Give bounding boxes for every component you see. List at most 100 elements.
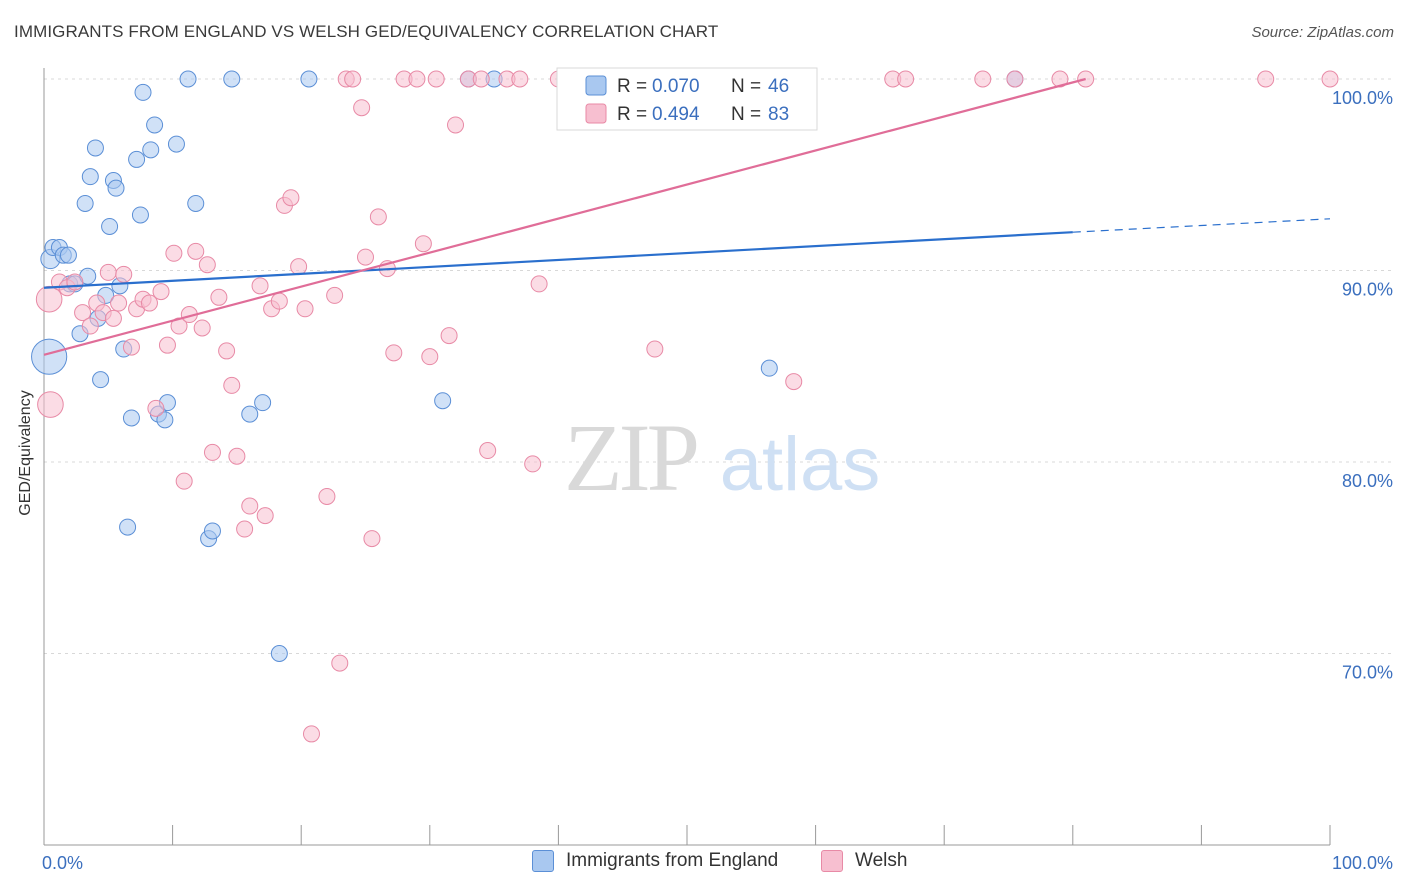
point-pink-67 — [530, 275, 548, 293]
legend-n-value-blue: 46 — [768, 76, 789, 97]
point-pink-49 — [357, 248, 374, 266]
point-pink-56 — [414, 235, 432, 253]
point-pink-26 — [198, 256, 216, 274]
point-blue-40 — [300, 70, 318, 88]
y-axis-label: GED/Equivalency — [17, 390, 34, 515]
point-pink-62 — [472, 70, 490, 88]
axes — [43, 68, 1331, 846]
point-pink-31 — [228, 447, 246, 465]
legend-label-welsh: Welsh — [855, 850, 908, 871]
point-pink-9 — [99, 263, 117, 281]
trend-line-blue-extension — [1072, 218, 1331, 233]
point-blue-37 — [241, 405, 259, 423]
point-pink-4 — [66, 273, 84, 291]
point-pink-79 — [1051, 70, 1069, 88]
legend-stats: R = 0.070 N = 46 R = 0.494 N = 83 — [556, 67, 818, 131]
point-pink-32 — [236, 520, 254, 538]
point-blue-5 — [59, 246, 77, 264]
legend-r-label-pink: R = — [617, 104, 647, 125]
point-pink-40 — [290, 258, 308, 276]
point-pink-43 — [318, 487, 336, 505]
point-pink-10 — [104, 309, 122, 327]
point-pink-1 — [37, 391, 64, 418]
legend-item-welsh[interactable]: Welsh — [821, 850, 907, 872]
legend-swatch-england — [532, 850, 554, 872]
point-pink-50 — [363, 530, 381, 548]
trend-lines — [43, 77, 1331, 356]
point-pink-24 — [187, 242, 205, 260]
legend-n-value-pink: 83 — [768, 104, 789, 125]
point-pink-5 — [74, 304, 92, 322]
point-blue-11 — [81, 168, 99, 186]
point-pink-77 — [974, 70, 992, 88]
y-tick-label-1: 80.0% — [1342, 471, 1393, 491]
point-pink-60 — [447, 116, 465, 134]
point-pink-78 — [1006, 70, 1024, 88]
legend-swatch-blue — [585, 75, 607, 96]
point-blue-18 — [107, 179, 125, 197]
legend-n-label-pink: N = — [731, 104, 761, 125]
point-pink-48 — [353, 99, 371, 117]
point-pink-35 — [256, 507, 274, 525]
point-blue-0 — [31, 338, 68, 375]
point-pink-29 — [218, 342, 236, 360]
point-blue-27 — [146, 116, 164, 134]
point-blue-44 — [760, 359, 778, 377]
point-blue-22 — [122, 409, 140, 427]
point-blue-26 — [142, 141, 160, 159]
point-pink-34 — [251, 277, 269, 295]
point-blue-29 — [156, 411, 174, 429]
point-pink-39 — [282, 189, 300, 207]
point-pink-16 — [140, 294, 158, 312]
point-blue-12 — [86, 139, 104, 157]
point-pink-44 — [326, 286, 344, 304]
point-pink-63 — [479, 442, 497, 460]
point-blue-39 — [270, 645, 288, 662]
legend-swatch-welsh — [821, 850, 843, 872]
point-pink-33 — [241, 497, 259, 515]
watermark: ZIP atlas — [564, 404, 880, 511]
point-pink-65 — [511, 70, 529, 88]
point-pink-17 — [147, 399, 165, 417]
trend-line-pink — [43, 77, 1086, 356]
point-pink-58 — [427, 70, 445, 88]
watermark-zip: ZIP — [564, 404, 697, 511]
point-pink-66 — [524, 455, 542, 473]
point-blue-32 — [179, 70, 197, 88]
point-blue-9 — [76, 194, 94, 212]
point-pink-41 — [296, 300, 314, 318]
point-pink-53 — [385, 344, 403, 362]
point-pink-51 — [369, 208, 387, 226]
point-blue-38 — [254, 394, 272, 412]
legend-item-england[interactable]: Immigrants from England — [532, 850, 778, 872]
point-blue-35 — [203, 522, 221, 540]
source-label: Source: ZipAtlas.com — [1251, 24, 1394, 41]
point-pink-30 — [223, 376, 241, 394]
point-pink-13 — [122, 338, 140, 356]
legend-r-value-blue: 0.070 — [652, 76, 700, 97]
y-tick-label-0: 70.0% — [1342, 663, 1393, 683]
x-tick-label-1: 100.0% — [1332, 853, 1393, 873]
point-pink-59 — [440, 327, 458, 345]
point-blue-14 — [92, 371, 110, 389]
point-pink-82 — [1321, 70, 1339, 88]
point-blue-25 — [134, 83, 152, 101]
point-blue-31 — [167, 135, 185, 153]
point-pink-20 — [165, 244, 183, 262]
point-pink-37 — [270, 292, 288, 310]
point-pink-25 — [193, 319, 211, 337]
point-pink-72 — [646, 340, 664, 358]
watermark-atlas: atlas — [720, 422, 881, 507]
x-tick-labels: 0.0% 100.0% — [42, 853, 1393, 873]
x-tick-label-0: 0.0% — [42, 853, 83, 873]
y-tick-labels: 70.0% 80.0% 90.0% 100.0% — [1332, 88, 1393, 683]
point-blue-24 — [131, 206, 149, 224]
gridlines — [44, 78, 1392, 654]
point-blue-41 — [434, 392, 452, 410]
legend-r-label-blue: R = — [617, 76, 647, 97]
point-blue-23 — [128, 150, 146, 168]
point-pink-27 — [203, 443, 221, 461]
trend-line-blue — [43, 231, 1073, 289]
point-pink-12 — [115, 265, 133, 283]
